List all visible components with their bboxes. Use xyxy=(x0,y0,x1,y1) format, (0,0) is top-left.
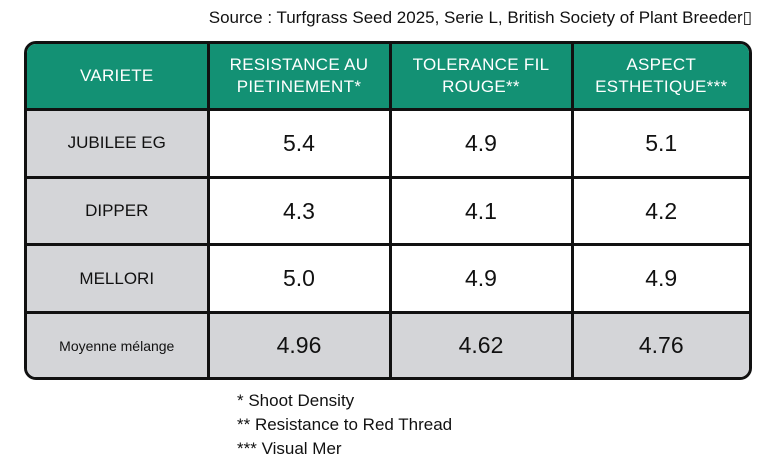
variety-cell: DIPPER xyxy=(27,177,210,247)
results-table: VARIETE RESISTANCE AU PIETINEMENT* TOLER… xyxy=(27,44,749,377)
variety-cell: MELLORI xyxy=(27,244,210,315)
header-row: VARIETE RESISTANCE AU PIETINEMENT* TOLER… xyxy=(27,44,749,111)
average-value-cell: 4.62 xyxy=(390,312,574,377)
value-cell: 5.4 xyxy=(208,109,392,179)
results-table-frame: VARIETE RESISTANCE AU PIETINEMENT* TOLER… xyxy=(24,41,752,380)
table-row: DIPPER 4.3 4.1 4.2 xyxy=(27,177,749,247)
average-value-cell: 4.76 xyxy=(572,312,749,377)
header-aspect-esthetique: ASPECT ESTHETIQUE*** xyxy=(572,44,749,111)
value-cell: 4.1 xyxy=(390,177,574,247)
source-caption: Source : Turfgrass Seed 2025, Serie L, B… xyxy=(208,8,752,27)
footnote: ** Resistance to Red Thread xyxy=(237,415,453,434)
value-cell: 4.9 xyxy=(572,244,749,315)
value-cell: 4.9 xyxy=(390,109,574,179)
header-tolerance-fil-rouge: TOLERANCE FIL ROUGE** xyxy=(390,44,574,111)
average-value-cell: 4.96 xyxy=(208,312,392,377)
value-cell: 4.2 xyxy=(572,177,749,247)
footnote: *** Visual Mer xyxy=(237,439,342,458)
table-row: JUBILEE EG 5.4 4.9 5.1 xyxy=(27,109,749,179)
header-variete: VARIETE xyxy=(27,44,210,111)
footnotes: * Shoot Density ** Resistance to Red Thr… xyxy=(237,389,452,461)
value-cell: 5.0 xyxy=(208,244,392,315)
footnote: * Shoot Density xyxy=(237,391,355,410)
table-row: MELLORI 5.0 4.9 4.9 xyxy=(27,244,749,315)
value-cell: 5.1 xyxy=(572,109,749,179)
average-row: Moyenne mélange 4.96 4.62 4.76 xyxy=(27,312,749,377)
header-resistance-pietinement: RESISTANCE AU PIETINEMENT* xyxy=(208,44,392,111)
average-label-cell: Moyenne mélange xyxy=(27,312,210,377)
value-cell: 4.9 xyxy=(390,244,574,315)
variety-cell: JUBILEE EG xyxy=(27,109,210,179)
value-cell: 4.3 xyxy=(208,177,392,247)
